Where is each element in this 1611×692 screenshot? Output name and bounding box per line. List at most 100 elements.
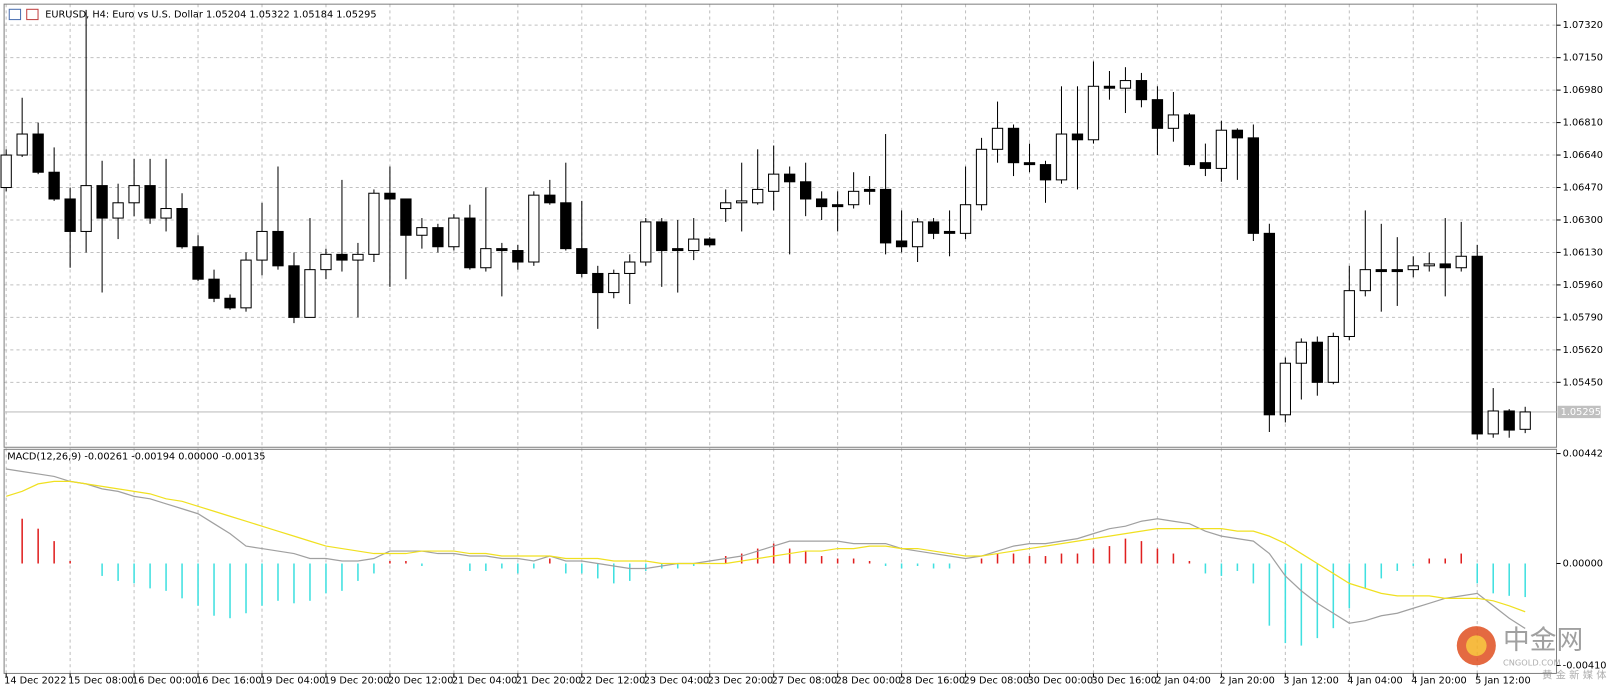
candle-body — [1263, 232, 1276, 416]
chart-title: EURUSD, H4: Euro vs U.S. Dollar 1.05204 … — [45, 9, 376, 20]
candle-body — [416, 227, 428, 236]
x-tick-label: 2 Jan 20:00 — [1219, 676, 1275, 687]
candle-body — [1391, 269, 1403, 273]
candle-body — [1199, 162, 1212, 169]
candle-body — [847, 190, 860, 206]
candle-body — [1471, 255, 1483, 435]
macd-title: MACD(12,26,9) -0.00261 -0.00194 0.00000 … — [7, 452, 265, 463]
candle-body — [16, 133, 28, 156]
candle-body — [1359, 269, 1371, 292]
y-tick-label: 0.00442 — [1563, 449, 1603, 460]
x-tick-label: 4 Jan 20:00 — [1411, 676, 1467, 687]
candle-body — [911, 221, 924, 248]
y-tick-label: 0.00000 — [1563, 558, 1603, 569]
candle-body — [1167, 114, 1180, 129]
macd-panel — [3, 448, 1558, 674]
candle-body — [895, 240, 908, 248]
candle-body — [528, 194, 540, 263]
x-tick-label: 20 Dec 12:00 — [388, 676, 454, 687]
candle-body — [624, 261, 636, 274]
candle-body — [1119, 80, 1132, 89]
candle-body — [1439, 263, 1451, 269]
candle-body — [688, 238, 700, 252]
candle-body — [1103, 85, 1116, 89]
x-tick-label: 30 Dec 00:00 — [1027, 676, 1093, 687]
y-tick-label: -0.00410 — [1563, 660, 1607, 671]
x-tick-label: 27 Dec 08:00 — [772, 676, 838, 687]
candle-body — [144, 185, 156, 219]
x-tick-label: 28 Dec 00:00 — [836, 676, 902, 687]
y-tick-label: 1.06470 — [1563, 183, 1603, 194]
watermark-site: CNGOLD.COM — [1503, 658, 1561, 668]
candle-body — [768, 173, 780, 192]
candle-body — [831, 204, 844, 208]
candle-body — [192, 246, 204, 280]
candle-body — [256, 230, 268, 261]
candle-body — [1151, 99, 1164, 129]
candle-body — [1279, 362, 1292, 416]
x-tick-label: 23 Dec 04:00 — [644, 676, 710, 687]
candle-body — [1311, 341, 1323, 383]
candle-body — [736, 200, 748, 204]
candle-body — [32, 133, 44, 173]
candle-body — [400, 198, 412, 236]
y-tick-label: 1.05960 — [1563, 280, 1603, 291]
candle-body — [480, 248, 492, 269]
x-tick-label: 5 Jan 12:00 — [1475, 676, 1531, 687]
candle-body — [815, 198, 828, 208]
candle-body — [1135, 80, 1148, 101]
candle-body — [752, 188, 764, 204]
candle-body — [1247, 137, 1260, 234]
x-tick-label: 21 Dec 20:00 — [516, 676, 582, 687]
candle-body — [304, 269, 316, 318]
candle-body — [1023, 162, 1036, 166]
y-tick-label: 1.06980 — [1563, 85, 1603, 96]
candle-body — [64, 198, 76, 232]
candle-body — [1487, 410, 1499, 435]
candle-body — [799, 181, 812, 200]
candle-body — [1423, 263, 1435, 267]
candle-body — [991, 127, 1004, 150]
candle-body — [1039, 164, 1052, 181]
candle-body — [336, 253, 348, 261]
watermark-tagline: 黄 金 新 媒 体 — [1542, 668, 1606, 681]
candle-body — [943, 230, 956, 234]
x-tick-label: 15 Dec 08:00 — [68, 676, 134, 687]
candle-body — [112, 202, 124, 219]
y-tick-label: 1.06810 — [1563, 118, 1603, 129]
candle-body — [863, 188, 876, 192]
x-tick-label: 19 Dec 20:00 — [324, 676, 390, 687]
candle-body — [1183, 114, 1196, 166]
candle-body — [1055, 133, 1068, 181]
candle-body — [80, 185, 92, 232]
watermark-name: 中金网 — [1503, 625, 1583, 656]
candle-body — [879, 188, 892, 244]
icon — [8, 8, 22, 21]
candle-body — [96, 185, 108, 219]
candle-body — [656, 221, 668, 252]
y-tick-label: 1.05620 — [1563, 345, 1603, 356]
x-tick-label: 23 Dec 20:00 — [708, 676, 774, 687]
candle-body — [640, 221, 652, 263]
candle-body — [927, 221, 940, 234]
x-tick-label: 28 Dec 16:00 — [900, 676, 966, 687]
candle-body — [384, 192, 396, 200]
candle-body — [448, 217, 460, 248]
candle-body — [160, 208, 172, 219]
x-tick-label: 29 Dec 08:00 — [963, 676, 1029, 687]
candle-body — [1503, 410, 1515, 431]
candle-body — [272, 230, 284, 267]
x-tick-label: 21 Dec 04:00 — [452, 676, 518, 687]
x-tick-label: 2 Jan 04:00 — [1155, 676, 1211, 687]
last-price-box — [1557, 405, 1601, 419]
candle-body — [1071, 133, 1084, 141]
icon — [26, 8, 39, 21]
candle-body — [128, 185, 140, 204]
candle-body — [224, 297, 236, 309]
x-tick-label: 30 Dec 16:00 — [1091, 676, 1157, 687]
x-tick-label: 19 Dec 04:00 — [260, 676, 326, 687]
last-price-label: 1.05295 — [1561, 407, 1601, 418]
candle-body — [1295, 341, 1307, 364]
